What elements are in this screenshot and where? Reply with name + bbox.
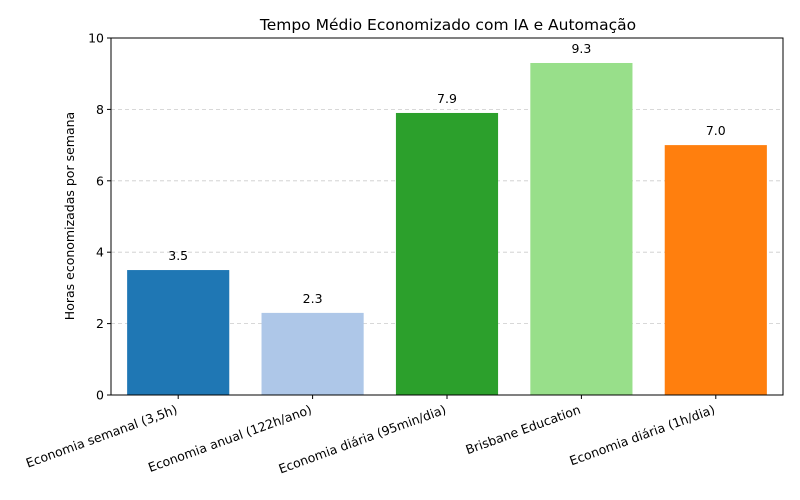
value-label: 7.0 — [706, 123, 726, 138]
value-label: 2.3 — [303, 291, 323, 306]
x-tick-label: Economia diária (1h/dia) — [567, 402, 716, 469]
bar — [530, 62, 633, 396]
y-tick-label: 8 — [96, 102, 104, 117]
value-label: 7.9 — [437, 91, 457, 106]
y-tick-label: 2 — [96, 316, 104, 331]
bar — [664, 145, 767, 395]
x-tick-label: Brisbane Education — [463, 402, 582, 458]
bar — [395, 112, 499, 395]
y-tick-label: 6 — [96, 173, 104, 188]
value-label: 9.3 — [571, 41, 591, 56]
chart-title: Tempo Médio Economizado com IA e Automaç… — [259, 16, 636, 34]
bar — [127, 270, 230, 395]
y-tick-label: 0 — [96, 388, 104, 403]
bar — [261, 312, 364, 395]
plot-frame — [110, 37, 784, 396]
y-tick-label: 10 — [88, 31, 104, 46]
value-label: 3.5 — [168, 248, 188, 263]
y-axis-label: Horas economizadas por semana — [62, 112, 77, 320]
y-tick-label: 4 — [96, 245, 104, 260]
